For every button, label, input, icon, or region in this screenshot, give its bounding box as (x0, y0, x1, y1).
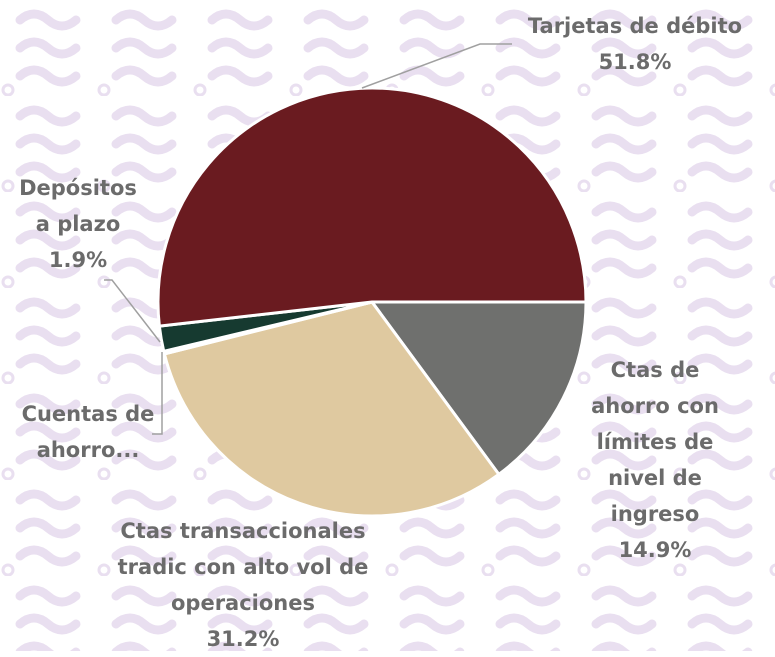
value-label: 31.2% (206, 627, 280, 651)
leaders (104, 43, 512, 435)
value-label: 51.8% (598, 50, 672, 74)
category-label: Depósitos a plazo (19, 176, 137, 236)
slice-label: Ctas transaccionales tradic con alto vol… (98, 513, 388, 657)
value-label: 14.9% (618, 538, 692, 562)
pie-slice (370, 300, 588, 476)
value-label: 1.9% (48, 248, 108, 272)
slice-label: Cuentas de ahorro... (8, 396, 168, 468)
category-label: Ctas transaccionales tradic con alto vol… (117, 519, 369, 615)
category-label: Cuentas de ahorro... (21, 402, 155, 462)
pie-slice (156, 86, 588, 328)
leader-line (152, 352, 163, 435)
slice-label: Tarjetas de débito 51.8% (505, 8, 765, 80)
leader-line (104, 279, 161, 343)
leader-line (361, 43, 512, 89)
slice-label: Ctas de ahorro con límites de nivel de i… (580, 352, 730, 568)
category-label: Ctas de ahorro con límites de nivel de i… (591, 358, 719, 526)
category-label: Tarjetas de débito (527, 14, 743, 38)
slice-label: Depósitos a plazo 1.9% (18, 170, 138, 278)
pie-slice (162, 300, 501, 518)
